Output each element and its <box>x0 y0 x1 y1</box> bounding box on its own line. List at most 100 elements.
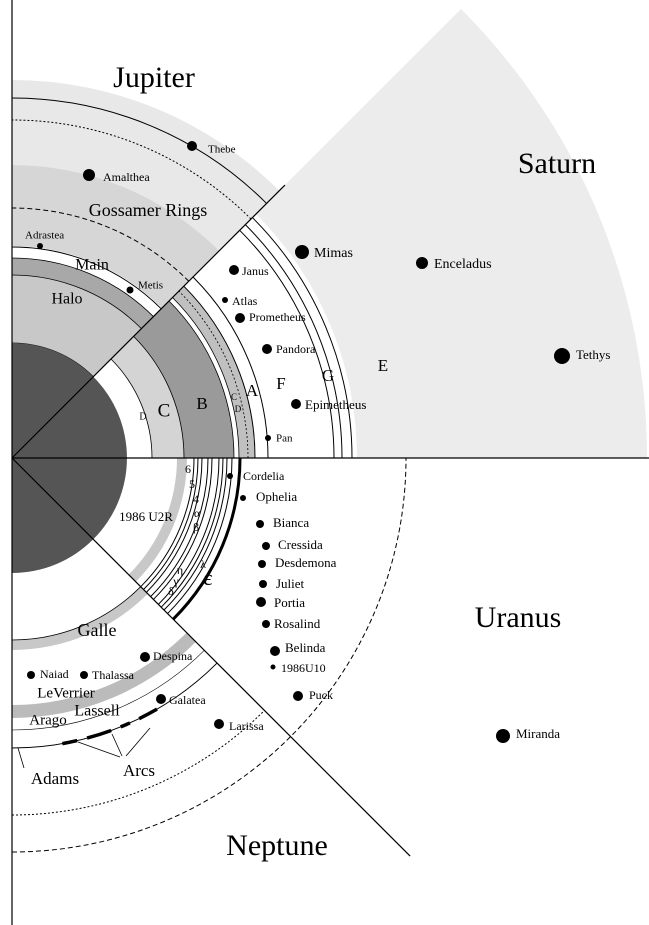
ring-label: Arago <box>29 712 67 728</box>
moon-label: Naiad <box>40 667 69 681</box>
moon-dot <box>259 580 267 588</box>
moon-dot <box>554 348 570 364</box>
ring-label: F <box>276 374 285 393</box>
ring-label: Adams <box>31 769 79 788</box>
moon-dot <box>291 399 301 409</box>
amalthea-limit <box>11 119 252 220</box>
divider <box>11 457 411 857</box>
planet-name: Neptune <box>226 829 328 862</box>
c-outline <box>110 358 153 459</box>
moon-dot <box>293 691 303 701</box>
a-outline <box>172 297 240 459</box>
uranus-ring <box>163 457 228 611</box>
moon-label: Atlas <box>232 294 258 308</box>
ring-label: Gossamer Rings <box>89 200 208 220</box>
moon-dot <box>258 560 266 568</box>
moon-dot <box>265 435 271 441</box>
moon-label: Belinda <box>285 640 326 655</box>
moon-dot <box>295 245 309 259</box>
gossamer-limit <box>11 207 190 282</box>
epsilon-ring <box>172 457 242 621</box>
moon-dot <box>187 141 197 151</box>
g-ring <box>244 224 343 459</box>
moon-label: Larissa <box>229 719 264 733</box>
b-outline <box>168 300 235 459</box>
moon-label: Rosalind <box>274 616 321 631</box>
halo <box>12 275 142 377</box>
ring-label: 5 <box>189 477 195 491</box>
ring-label: γ <box>172 574 179 588</box>
moon-label: Ophelia <box>256 489 297 504</box>
neptune-dotted <box>11 710 265 816</box>
e-inner <box>252 217 353 459</box>
lassell-ring <box>11 650 205 731</box>
uranus-ring <box>150 457 209 597</box>
ring-label: ε <box>203 565 212 590</box>
c-ring <box>110 336 184 458</box>
moon-dot <box>227 473 233 479</box>
moon-dot <box>416 257 428 269</box>
gossamer-outer <box>12 80 280 251</box>
moon-label: Thalassa <box>92 668 135 682</box>
divider <box>11 184 286 459</box>
pan-gap <box>178 290 249 459</box>
moon-dot <box>270 646 280 656</box>
ring-label: E <box>378 356 388 375</box>
moon-label: Desdemona <box>275 555 337 570</box>
moon-dot <box>156 694 166 704</box>
moon-label: Pan <box>276 433 293 445</box>
ring-label: Galle <box>78 620 117 640</box>
ring-label: β <box>193 520 199 534</box>
moon-label: Pandora <box>276 342 316 356</box>
moon-dot <box>235 313 245 323</box>
moon-dot <box>229 265 239 275</box>
ring-label: Halo <box>51 291 82 308</box>
moon-label: Thebe <box>208 144 236 156</box>
moon-label: Amalthea <box>103 170 150 184</box>
ring-label: Arcs <box>123 761 155 780</box>
moon-dot <box>80 671 88 679</box>
moon-dot <box>126 286 134 294</box>
e-ring <box>255 8 647 459</box>
ring-label: LeVerrier <box>37 685 94 701</box>
moon-label: Janus <box>242 264 269 278</box>
moon-dot <box>262 344 272 354</box>
uranus-ring <box>158 457 220 605</box>
moon-label: Cressida <box>278 537 323 552</box>
main-ring <box>12 258 154 329</box>
moon-label: Metis <box>138 280 163 292</box>
moon-dot <box>83 169 95 181</box>
uranus-ring <box>140 457 195 588</box>
ring-label: G <box>322 366 334 385</box>
moon-label: Puck <box>309 688 333 702</box>
thebe-orbit <box>11 97 267 204</box>
moon-label: Enceladus <box>434 257 492 272</box>
ring-label: Lassell <box>74 703 120 720</box>
ring-label: A <box>246 381 259 400</box>
moon-dot <box>214 719 224 729</box>
moon-label: Portia <box>274 595 305 610</box>
pointer-line <box>17 747 25 769</box>
planet-name: Jupiter <box>113 61 195 94</box>
adams-arc <box>86 728 112 740</box>
moon-dot <box>262 542 270 550</box>
galle-outline <box>11 586 141 641</box>
b-ring <box>133 301 234 458</box>
moon-dot <box>222 297 228 303</box>
moon-dot <box>262 620 270 628</box>
ring-label: D <box>235 404 242 414</box>
moon-dot <box>240 495 246 501</box>
adams-arc <box>119 721 131 729</box>
ring-label: 6 <box>185 462 191 476</box>
moon-label: Juliet <box>276 576 305 591</box>
ring-label: Main <box>75 257 109 274</box>
moon-label: Miranda <box>516 726 560 741</box>
moon-label: Epimetheus <box>305 397 366 412</box>
adams-arc <box>138 707 158 721</box>
ring-label: B <box>196 394 207 413</box>
planet-name: Saturn <box>518 147 596 180</box>
moon-dot <box>37 243 43 249</box>
moon-dot <box>256 597 266 607</box>
ring-label: C <box>231 392 237 402</box>
